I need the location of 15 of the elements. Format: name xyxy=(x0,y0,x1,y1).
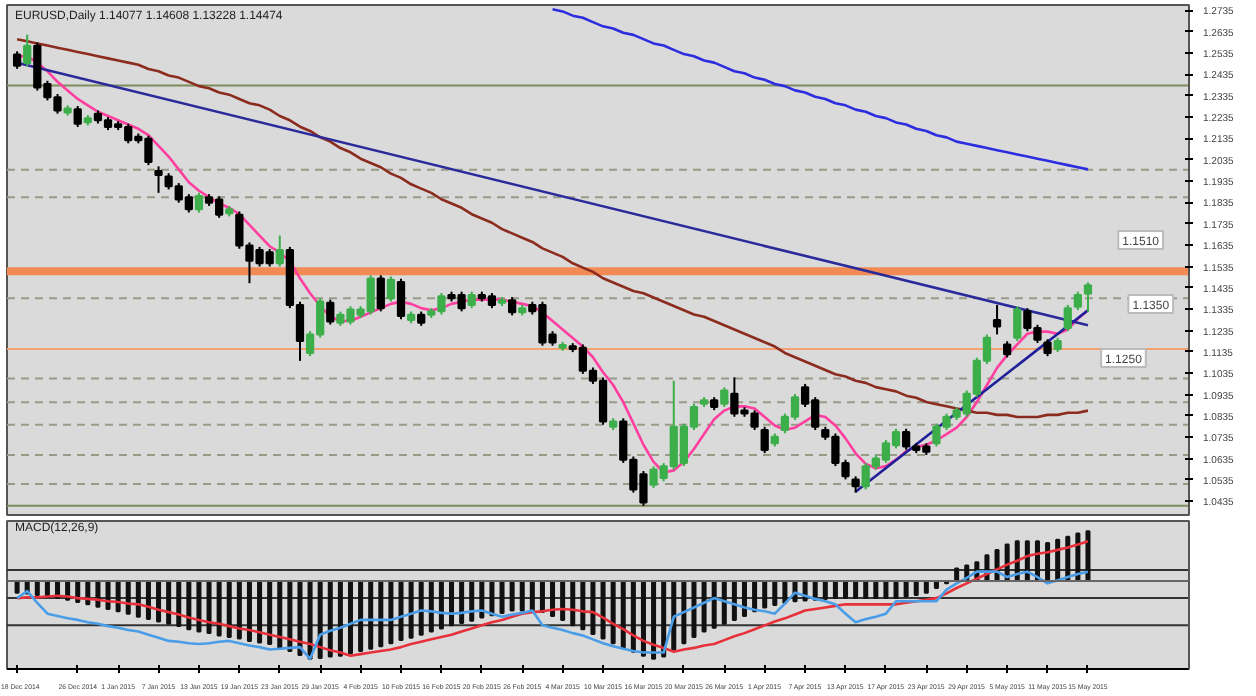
candlestick xyxy=(1013,305,1022,343)
candlestick xyxy=(720,386,729,408)
line-series xyxy=(15,37,1090,419)
line-series xyxy=(551,7,1090,171)
candlestick xyxy=(376,274,385,313)
candlestick xyxy=(396,277,406,321)
candlestick xyxy=(23,33,32,68)
candlestick xyxy=(194,191,204,214)
candlestick xyxy=(73,104,82,128)
candlestick xyxy=(508,296,517,317)
candlestick xyxy=(275,234,284,268)
candlestick xyxy=(326,298,335,326)
candlestick xyxy=(992,303,1002,336)
candlestick xyxy=(386,275,396,303)
candlestick xyxy=(760,425,769,455)
